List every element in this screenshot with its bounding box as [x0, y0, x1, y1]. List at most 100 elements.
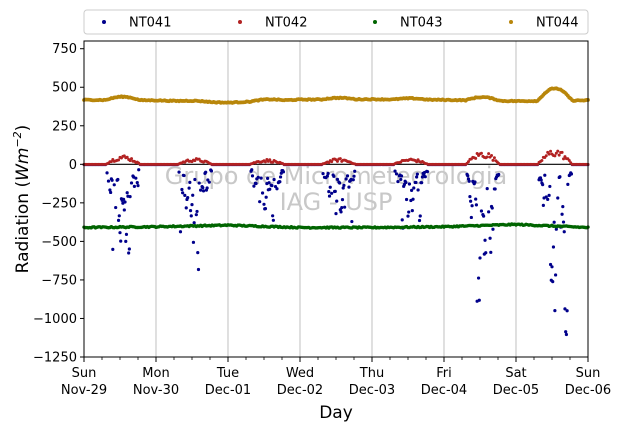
data-point [112, 183, 116, 187]
data-point [541, 183, 545, 187]
data-point [552, 220, 556, 224]
data-point [467, 179, 471, 183]
data-point [479, 209, 484, 213]
data-point [407, 210, 411, 214]
data-point [271, 214, 275, 218]
y-tick-label: −1250 [33, 351, 77, 366]
data-point [250, 168, 254, 172]
data-point [108, 188, 112, 192]
data-point [338, 157, 342, 161]
data-point [556, 149, 560, 153]
data-point [567, 158, 571, 162]
data-point [188, 180, 192, 185]
data-point [256, 175, 260, 179]
data-point [109, 160, 113, 164]
data-point [119, 239, 123, 243]
data-point [551, 280, 555, 284]
data-point [205, 186, 209, 190]
data-point [420, 175, 424, 179]
data-point [278, 175, 283, 179]
data-point [473, 180, 477, 184]
data-point [330, 191, 334, 195]
x-tick-label-date: Dec-01 [205, 383, 251, 398]
data-point [423, 175, 427, 179]
data-point [414, 180, 418, 185]
series-NT044 [82, 86, 590, 105]
data-point [278, 180, 282, 184]
data-point [110, 178, 114, 182]
data-point [207, 180, 211, 184]
x-tick-label-date: Dec-05 [493, 383, 539, 398]
data-point [350, 219, 354, 224]
legend-marker [102, 20, 106, 24]
x-tick-label-day: Wed [286, 366, 314, 381]
data-point [560, 212, 564, 216]
data-point [124, 239, 128, 244]
data-point [268, 158, 272, 162]
data-point [183, 193, 187, 198]
series-NT043 [82, 222, 590, 230]
x-tick-label-day: Thu [359, 366, 384, 381]
data-point [544, 195, 548, 199]
data-point [546, 197, 550, 201]
data-point [340, 198, 345, 202]
data-point [466, 160, 470, 164]
data-point [479, 151, 483, 155]
data-point [488, 236, 492, 240]
data-point [335, 177, 340, 181]
data-point [400, 218, 404, 222]
data-point [117, 158, 121, 162]
data-point [201, 186, 205, 190]
data-point [547, 152, 551, 156]
data-point [117, 214, 121, 218]
data-point [188, 209, 193, 213]
x-tick-label-date: Dec-04 [421, 383, 467, 398]
data-point [125, 191, 129, 195]
data-point [561, 220, 566, 224]
data-point [478, 256, 482, 260]
data-point [193, 177, 197, 182]
data-point [186, 196, 190, 200]
x-tick-label-day: Sun [576, 366, 601, 381]
x-tick-label-day: Sun [72, 366, 97, 381]
y-tick-label: 500 [52, 81, 77, 96]
data-point [565, 309, 569, 313]
legend: NT041 NT042 NT043 NT044 [83, 9, 589, 35]
legend-label-NT043: NT043 [400, 16, 442, 31]
x-tick-label-date: Dec-02 [277, 383, 323, 398]
data-point [192, 221, 196, 225]
data-point [201, 189, 206, 193]
data-point [416, 188, 420, 192]
data-point [399, 174, 404, 178]
data-point [469, 199, 473, 203]
y-tick-label: 250 [52, 119, 77, 134]
data-point [105, 171, 109, 175]
data-point [180, 187, 184, 192]
x-axis: Sun Nov-29 Mon Nov-30 Tue Dec-01 Wed Dec-02 Thu D… [61, 357, 611, 398]
data-point [490, 206, 494, 210]
data-point [191, 240, 196, 244]
data-point [554, 227, 558, 231]
data-point [177, 170, 181, 174]
data-point [553, 154, 557, 158]
data-point [129, 181, 134, 185]
y-axis-title-unit: Wm [13, 148, 33, 181]
data-point [275, 187, 279, 191]
grid-lines [155, 41, 517, 357]
data-point [116, 218, 121, 222]
data-point [410, 188, 414, 192]
data-point [491, 158, 495, 162]
data-point [551, 245, 556, 249]
data-point [184, 206, 188, 210]
data-point [404, 180, 408, 185]
data-point [394, 172, 399, 176]
data-point [548, 184, 552, 189]
data-point [341, 186, 345, 190]
data-point [137, 168, 141, 172]
data-point [338, 181, 342, 185]
y-axis-title: Radiation (Wm−2) [11, 125, 33, 274]
data-point [182, 173, 186, 178]
data-point [352, 174, 356, 178]
data-point [406, 214, 410, 218]
data-point [493, 187, 497, 191]
